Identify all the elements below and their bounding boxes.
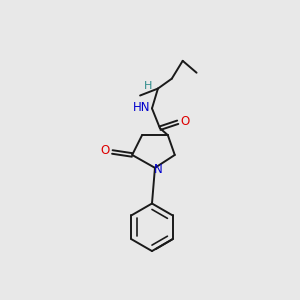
Text: O: O — [101, 145, 110, 158]
Text: HN: HN — [133, 101, 150, 114]
Text: N: N — [154, 163, 162, 176]
Text: O: O — [180, 115, 189, 128]
Text: H: H — [144, 81, 152, 91]
